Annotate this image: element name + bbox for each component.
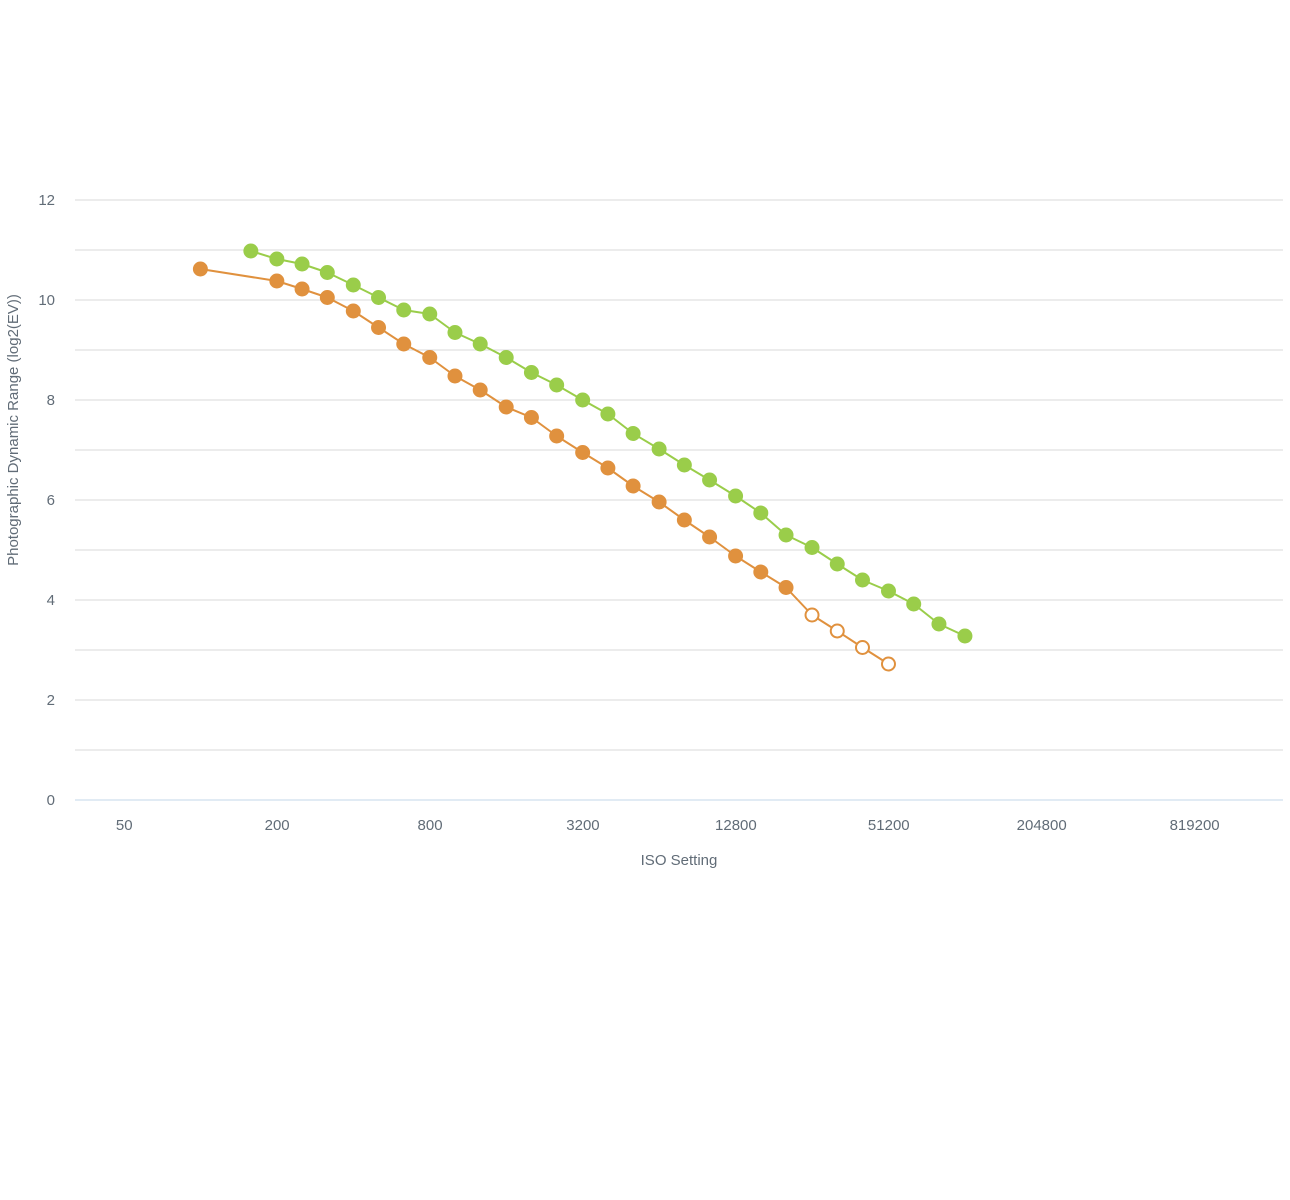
dynamic-range-chart: 0 2 4 6 8 10 12 50 200 800 3200 12800 51200 204800 819… — [0, 0, 1290, 1200]
series-green-marker — [856, 574, 869, 587]
series-green-marker — [576, 394, 589, 407]
series-orange-marker — [474, 384, 487, 397]
series-green-marker — [907, 598, 920, 611]
y-tick-label: 4 — [47, 592, 55, 609]
series-green-marker — [601, 408, 614, 421]
series-orange-marker — [347, 305, 360, 318]
series-orange-marker — [500, 401, 513, 414]
series-green-marker — [831, 558, 844, 571]
series-orange-marker — [372, 321, 385, 334]
series-orange-marker — [780, 581, 793, 594]
series-orange-marker — [729, 550, 742, 563]
series-green-marker — [678, 459, 691, 472]
series-green-marker — [754, 507, 767, 520]
series-orange-marker — [601, 462, 614, 475]
series-green-marker — [474, 338, 487, 351]
series-green-marker — [780, 529, 793, 542]
series-orange-marker — [831, 625, 844, 638]
series-green-marker — [270, 253, 283, 266]
series-green-marker — [525, 366, 538, 379]
series-orange-marker — [423, 351, 436, 364]
series-orange-marker — [321, 291, 334, 304]
series-green-marker — [550, 379, 563, 392]
x-tick-label: 50 — [116, 817, 133, 834]
series-green-marker — [500, 351, 513, 364]
series-green-marker — [321, 266, 334, 279]
x-tick-label: 204800 — [1017, 817, 1067, 834]
series-orange-marker — [448, 370, 461, 383]
series-orange-marker — [678, 514, 691, 527]
series-orange-marker — [754, 566, 767, 579]
y-tick-label: 8 — [47, 392, 55, 409]
series-orange-marker — [525, 411, 538, 424]
series-orange-marker — [270, 275, 283, 288]
x-axis-label: ISO Setting — [641, 852, 718, 869]
series-orange-marker — [397, 338, 410, 351]
y-tick-label: 0 — [47, 792, 55, 809]
series-green-marker — [397, 304, 410, 317]
x-tick-label: 800 — [418, 817, 443, 834]
series-green-marker — [703, 474, 716, 487]
series-orange-marker — [653, 496, 666, 509]
y-tick-label: 6 — [47, 492, 55, 509]
x-tick-label: 819200 — [1170, 817, 1220, 834]
series-green-marker — [627, 427, 640, 440]
series-green-marker — [806, 541, 819, 554]
series-orange-marker — [806, 609, 819, 622]
series-orange-marker — [296, 283, 309, 296]
series-green-marker — [244, 245, 257, 258]
series-green-marker — [882, 585, 895, 598]
series-orange-line — [200, 269, 888, 664]
series-green-marker — [347, 279, 360, 292]
series-green-marker — [423, 308, 436, 321]
series-orange-marker — [550, 430, 563, 443]
series-green-marker — [932, 618, 945, 631]
series-orange-marker — [627, 480, 640, 493]
series-orange-marker — [576, 446, 589, 459]
series-orange-marker — [882, 658, 895, 671]
series-green-marker — [958, 630, 971, 643]
y-axis-label: Photographic Dynamic Range (log2(EV)) — [5, 294, 22, 566]
y-tick-label: 12 — [38, 192, 55, 209]
y-tick-label: 2 — [47, 692, 55, 709]
series-green-marker — [296, 258, 309, 271]
series-green-marker — [448, 326, 461, 339]
x-tick-label: 3200 — [566, 817, 599, 834]
series-orange-marker — [856, 641, 869, 654]
x-tick-label: 200 — [265, 817, 290, 834]
y-tick-label: 10 — [38, 292, 55, 309]
x-tick-label: 12800 — [715, 817, 757, 834]
series-orange-marker — [194, 263, 207, 276]
series-green-marker — [372, 291, 385, 304]
series-green-marker — [653, 443, 666, 456]
chart-container: 0 2 4 6 8 10 12 50 200 800 3200 12800 51200 204800 819… — [0, 0, 1290, 1200]
series-orange-marker — [703, 531, 716, 544]
series-green-marker — [729, 490, 742, 503]
x-tick-label: 51200 — [868, 817, 910, 834]
